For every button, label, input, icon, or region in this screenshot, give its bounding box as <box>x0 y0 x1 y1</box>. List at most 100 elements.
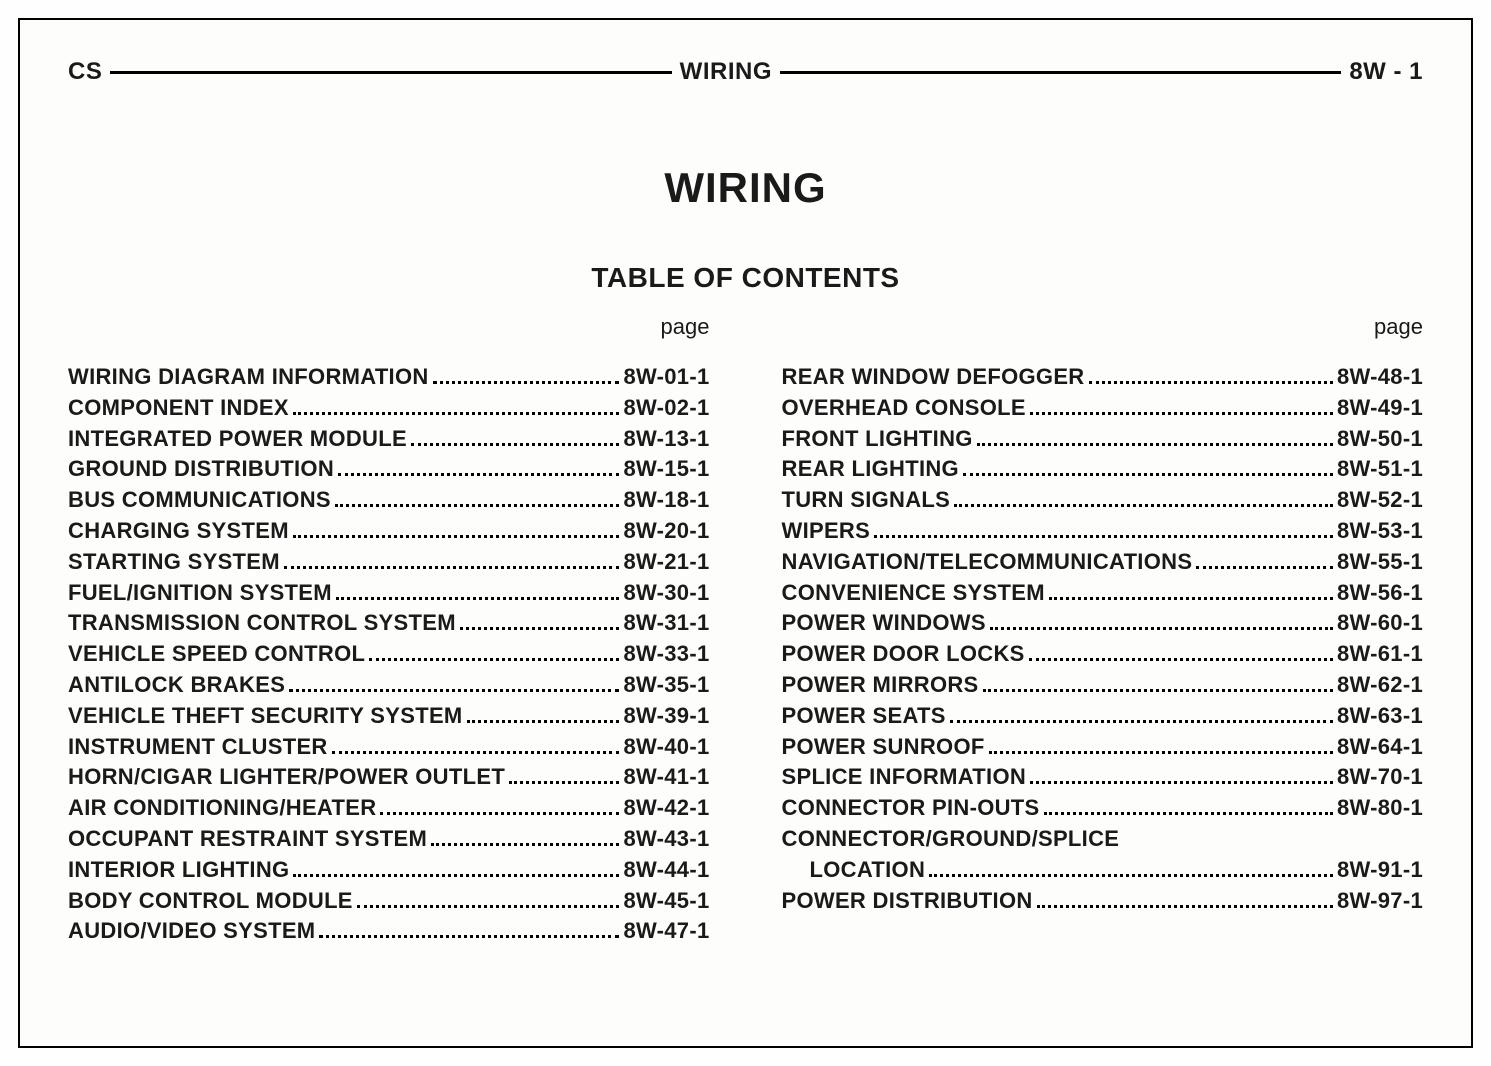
toc-entry-label: TURN SIGNALS <box>782 485 951 516</box>
toc-entry: POWER DISTRIBUTION8W-97-1 <box>782 886 1424 917</box>
toc-leader-dots <box>929 874 1333 877</box>
toc-entry-page: 8W-20-1 <box>623 516 709 547</box>
toc-entry-label: SPLICE INFORMATION <box>782 762 1027 793</box>
toc-entry-page: 8W-60-1 <box>1337 608 1423 639</box>
toc-entry: INTERIOR LIGHTING8W-44-1 <box>68 855 710 886</box>
toc-entry-page: 8W-02-1 <box>623 393 709 424</box>
toc-leader-dots <box>380 812 619 815</box>
toc-entry-page: 8W-51-1 <box>1337 454 1423 485</box>
toc-entry: FUEL/IGNITION SYSTEM8W-30-1 <box>68 578 710 609</box>
toc-entry: VEHICLE SPEED CONTROL8W-33-1 <box>68 639 710 670</box>
page-subtitle: TABLE OF CONTENTS <box>68 262 1423 294</box>
toc-leader-dots <box>1089 381 1333 384</box>
toc-entry: WIPERS8W-53-1 <box>782 516 1424 547</box>
toc-entry: REAR WINDOW DEFOGGER8W-48-1 <box>782 362 1424 393</box>
toc-entry-label: TRANSMISSION CONTROL SYSTEM <box>68 608 456 639</box>
toc-entry-page: 8W-62-1 <box>1337 670 1423 701</box>
toc-entry: POWER MIRRORS8W-62-1 <box>782 670 1424 701</box>
toc-leader-dots <box>1029 658 1333 661</box>
toc-entry-page: 8W-63-1 <box>1337 701 1423 732</box>
toc-left-column: page WIRING DIAGRAM INFORMATION8W-01-1CO… <box>68 314 710 947</box>
toc-leader-dots <box>467 720 620 723</box>
toc-entry: HORN/CIGAR LIGHTER/POWER OUTLET8W-41-1 <box>68 762 710 793</box>
toc-entry: AIR CONDITIONING/HEATER 8W-42-1 <box>68 793 710 824</box>
toc-leader-dots <box>509 781 619 784</box>
toc-entry-page: 8W-33-1 <box>623 639 709 670</box>
toc-entry-label: POWER SEATS <box>782 701 946 732</box>
toc-entry-label: POWER SUNROOF <box>782 732 985 763</box>
toc-leader-dots <box>293 874 619 877</box>
toc-entry-page: 8W-43-1 <box>623 824 709 855</box>
toc-entry: NAVIGATION/TELECOMMUNICATIONS8W-55-1 <box>782 547 1424 578</box>
toc-entry: CONNECTOR PIN-OUTS8W-80-1 <box>782 793 1424 824</box>
toc-entry-page: 8W-45-1 <box>623 886 709 917</box>
toc-entry: STARTING SYSTEM8W-21-1 <box>68 547 710 578</box>
toc-leader-dots <box>332 751 620 754</box>
toc-entry-page: 8W-80-1 <box>1337 793 1423 824</box>
toc-entry-page: 8W-64-1 <box>1337 732 1423 763</box>
toc-entry-label: REAR WINDOW DEFOGGER <box>782 362 1085 393</box>
toc-entry-label: REAR LIGHTING <box>782 454 959 485</box>
toc-entry-page: 8W-01-1 <box>623 362 709 393</box>
toc-entry-page: 8W-15-1 <box>623 454 709 485</box>
page-title: WIRING <box>68 164 1423 212</box>
toc-right-column: page REAR WINDOW DEFOGGER8W-48-1OVERHEAD… <box>782 314 1424 947</box>
toc-entry-label: POWER DOOR LOCKS <box>782 639 1025 670</box>
toc-leader-dots <box>433 381 620 384</box>
toc-entry: CONNECTOR/GROUND/SPLICE <box>782 824 1424 855</box>
toc-entry-page: 8W-35-1 <box>623 670 709 701</box>
toc-entry-label: AUDIO/VIDEO SYSTEM <box>68 916 315 947</box>
toc-entry-page: 8W-56-1 <box>1337 578 1423 609</box>
toc-entry-label: ANTILOCK BRAKES <box>68 670 285 701</box>
toc-entry-label: BODY CONTROL MODULE <box>68 886 353 917</box>
toc-entry: ANTILOCK BRAKES 8W-35-1 <box>68 670 710 701</box>
toc-entry-page: 8W-13-1 <box>623 424 709 455</box>
toc-entry-label: FRONT LIGHTING <box>782 424 973 455</box>
toc-leader-dots <box>950 720 1333 723</box>
toc-entry-label: WIPERS <box>782 516 871 547</box>
toc-entry-page: 8W-31-1 <box>623 608 709 639</box>
toc-entry-page: 8W-61-1 <box>1337 639 1423 670</box>
toc-entry: POWER WINDOWS8W-60-1 <box>782 608 1424 639</box>
toc-entry: OVERHEAD CONSOLE8W-49-1 <box>782 393 1424 424</box>
toc-entry: SPLICE INFORMATION8W-70-1 <box>782 762 1424 793</box>
toc-entry: COMPONENT INDEX8W-02-1 <box>68 393 710 424</box>
toc-entry-label: BUS COMMUNICATIONS <box>68 485 331 516</box>
toc-entry: OCCUPANT RESTRAINT SYSTEM 8W-43-1 <box>68 824 710 855</box>
toc-entry-label: AIR CONDITIONING/HEATER <box>68 793 376 824</box>
toc-leader-dots <box>411 443 620 446</box>
toc-leader-dots <box>1030 412 1333 415</box>
toc-entry: AUDIO/VIDEO SYSTEM8W-47-1 <box>68 916 710 947</box>
toc-entry-page: 8W-42-1 <box>623 793 709 824</box>
toc-leader-dots <box>293 535 620 538</box>
toc-entry-label: LOCATION <box>810 855 926 886</box>
toc-entry-page: 8W-97-1 <box>1337 886 1423 917</box>
toc-entry-page: 8W-18-1 <box>623 485 709 516</box>
toc-leader-dots <box>954 504 1333 507</box>
page-frame: CS WIRING 8W - 1 WIRING TABLE OF CONTENT… <box>18 18 1473 1048</box>
page-label-left: page <box>68 314 710 340</box>
toc-entry: VEHICLE THEFT SECURITY SYSTEM8W-39-1 <box>68 701 710 732</box>
toc-entry: CHARGING SYSTEM8W-20-1 <box>68 516 710 547</box>
toc-entry: CONVENIENCE SYSTEM8W-56-1 <box>782 578 1424 609</box>
toc-columns: page WIRING DIAGRAM INFORMATION8W-01-1CO… <box>68 314 1423 947</box>
toc-leader-dots <box>1037 905 1333 908</box>
toc-leader-dots <box>369 658 619 661</box>
toc-entry-label: INTEGRATED POWER MODULE <box>68 424 407 455</box>
toc-entry-label: OCCUPANT RESTRAINT SYSTEM <box>68 824 427 855</box>
toc-leader-dots <box>1044 812 1333 815</box>
toc-leader-dots <box>874 535 1333 538</box>
toc-entry-label: GROUND DISTRIBUTION <box>68 454 334 485</box>
toc-entry: LOCATION 8W-91-1 <box>782 855 1424 886</box>
toc-entry-page: 8W-91-1 <box>1337 855 1423 886</box>
toc-leader-dots <box>1049 597 1333 600</box>
toc-entry-label: OVERHEAD CONSOLE <box>782 393 1026 424</box>
toc-entry: POWER SUNROOF 8W-64-1 <box>782 732 1424 763</box>
toc-leader-dots <box>289 689 619 692</box>
toc-entry-page: 8W-41-1 <box>623 762 709 793</box>
toc-entry: POWER DOOR LOCKS 8W-61-1 <box>782 639 1424 670</box>
header-rule-left <box>110 71 671 74</box>
toc-leader-dots <box>293 412 620 415</box>
toc-leader-dots <box>460 627 620 630</box>
toc-entry: FRONT LIGHTING8W-50-1 <box>782 424 1424 455</box>
